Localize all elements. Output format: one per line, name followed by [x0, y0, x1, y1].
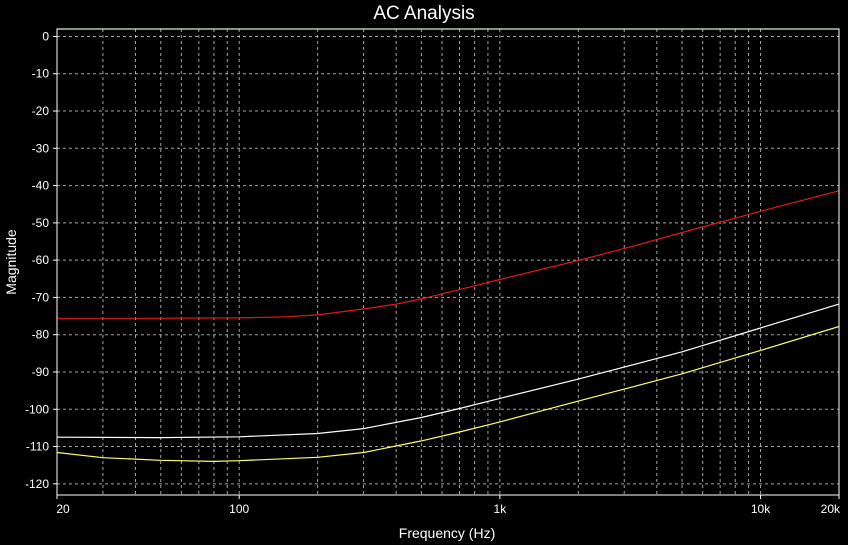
series-line-4 [56, 325, 840, 462]
plot-frame [56, 28, 840, 496]
y-tick-label: -90 [32, 365, 50, 379]
y-tick-label: -110 [26, 440, 49, 454]
x-axis-label: Frequency (Hz) [399, 525, 495, 541]
y-tick-label: -50 [32, 216, 50, 230]
y-axis-label: Magnitude [3, 229, 19, 295]
series-line-3 [56, 303, 840, 439]
series-group [56, 28, 840, 462]
y-tick-label: -40 [32, 179, 50, 193]
x-tick-label: 20k [821, 502, 841, 516]
y-tick-label: -20 [32, 104, 50, 118]
x-tick-label: 1k [494, 502, 508, 516]
chart-title: AC Analysis [373, 3, 475, 24]
y-tick-label: 0 [42, 29, 49, 43]
y-tick-label: -100 [25, 402, 49, 416]
y-tick-label: -10 [32, 67, 50, 81]
x-tick-label: 20 [56, 502, 70, 516]
y-tick-label: -60 [32, 253, 50, 267]
x-tick-label: 100 [229, 502, 249, 516]
y-tick-label: -70 [32, 290, 50, 304]
y-tick-label: -120 [25, 477, 49, 491]
grid [57, 29, 839, 495]
y-tick-label: -30 [32, 141, 50, 155]
series-line-2 [57, 190, 840, 319]
x-tick-label: 10k [751, 502, 771, 516]
tick-labels: 0 -10 -20 -30 -40 -50 -60 -70 -80 -90 -100 -110 -120… [25, 29, 841, 516]
y-tick-label: -80 [32, 328, 50, 342]
